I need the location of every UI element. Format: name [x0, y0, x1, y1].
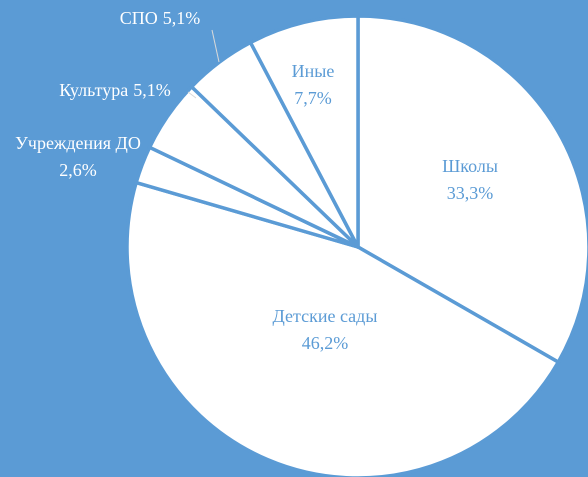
category-label: Школы [442, 156, 498, 176]
category-label: СПО [120, 8, 158, 28]
category-label: Детские сады [273, 306, 378, 326]
value-label: 5,1% [133, 80, 171, 100]
category-label: Иные [292, 61, 335, 81]
slice-label: Культура 5,1% [59, 80, 171, 100]
leader-line [211, 29, 220, 63]
leader-line [187, 91, 197, 99]
pie-slice [248, 14, 360, 249]
value-label: 2,6% [59, 160, 97, 180]
pie-slice [125, 180, 561, 477]
category-label: Культура [59, 80, 128, 100]
value-label: 46,2% [302, 333, 349, 353]
category-label: Учреждения ДО [15, 133, 141, 153]
value-label: 5,1% [163, 8, 201, 28]
pie-slice [356, 14, 588, 364]
value-label: 33,3% [447, 183, 494, 203]
slice-label: СПО 5,1% [120, 8, 201, 28]
value-label: 7,7% [294, 88, 332, 108]
